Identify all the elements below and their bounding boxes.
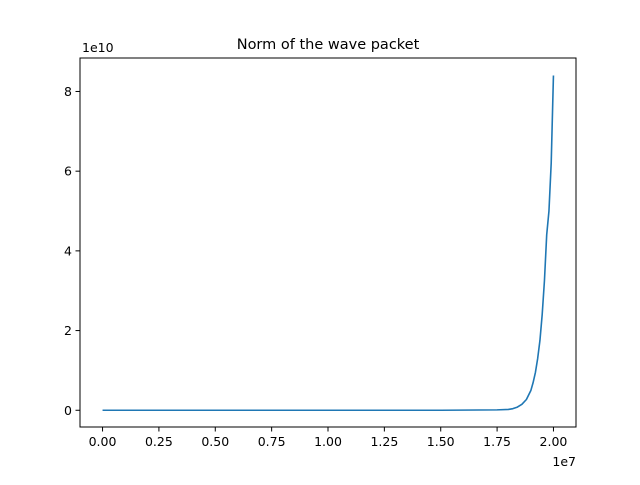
chart-title: Norm of the wave packet bbox=[237, 37, 420, 53]
x-tick-label: 1.00 bbox=[314, 434, 342, 449]
y-tick-label: 4 bbox=[64, 243, 72, 258]
x-tick-label: 0.75 bbox=[258, 434, 286, 449]
y-tick-label: 6 bbox=[64, 164, 72, 179]
x-tick-label: 0.00 bbox=[89, 434, 117, 449]
y-tick-label: 0 bbox=[64, 403, 72, 418]
x-tick-label: 1.50 bbox=[427, 434, 455, 449]
x-tick-label: 0.25 bbox=[145, 434, 173, 449]
axes-frame bbox=[79, 57, 577, 428]
y-tick-label: 2 bbox=[64, 323, 72, 338]
x-tick-label: 1.25 bbox=[370, 434, 398, 449]
x-axis-offset-label: 1e7 bbox=[552, 454, 576, 469]
x-tick-label: 2.00 bbox=[540, 434, 568, 449]
y-axis-offset-label: 1e10 bbox=[82, 40, 114, 55]
x-tick-label: 1.75 bbox=[483, 434, 511, 449]
x-tick-label: 0.50 bbox=[201, 434, 229, 449]
series-line bbox=[102, 75, 555, 412]
y-tick-label: 8 bbox=[64, 84, 72, 99]
